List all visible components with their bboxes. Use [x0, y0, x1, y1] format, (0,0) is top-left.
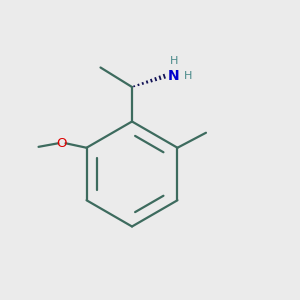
- Text: N: N: [168, 69, 180, 82]
- Text: H: H: [184, 70, 193, 81]
- Text: O: O: [57, 137, 67, 150]
- Text: H: H: [170, 56, 178, 66]
